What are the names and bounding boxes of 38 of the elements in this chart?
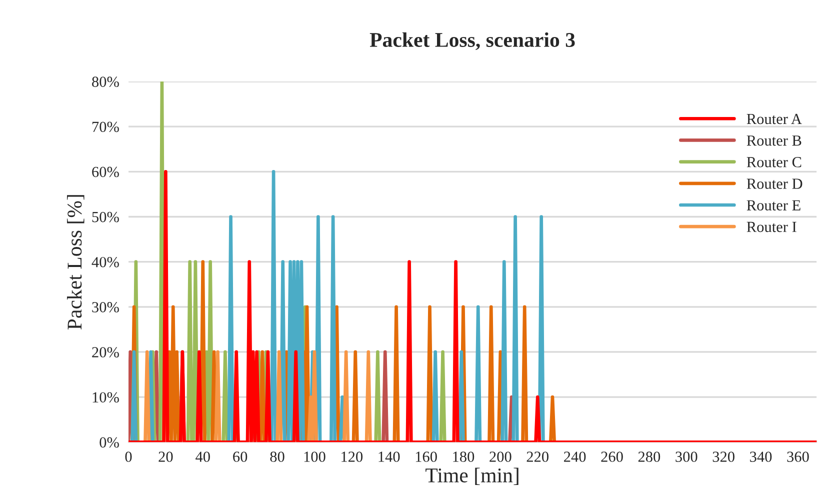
legend-label: Router A	[746, 114, 802, 124]
y-tick-label: 50%	[92, 212, 119, 222]
legend-label: Router C	[746, 157, 802, 168]
line-series	[128, 170, 817, 442]
x-axis-title: Time [min]	[426, 468, 518, 486]
x-tick-label: 280	[638, 452, 660, 462]
chart-title: Packet Loss, scenario 3	[370, 32, 575, 50]
x-tick-label: 320	[712, 452, 734, 462]
x-tick-label: 40	[196, 452, 210, 462]
legend-label: Router B	[746, 136, 802, 146]
y-axis-title: Packet Loss [%]	[67, 195, 84, 330]
x-tick-label: 20	[158, 452, 173, 462]
x-tick-label: 200	[490, 452, 512, 462]
x-tick-label: 180	[453, 452, 474, 462]
x-tick-label: 160	[416, 452, 437, 462]
x-tick-label: 220	[526, 452, 548, 462]
y-tick-label: 0%	[100, 437, 119, 448]
x-tick-label: 260	[601, 452, 623, 462]
x-tick-label: 140	[378, 452, 400, 462]
x-tick-label: 80	[270, 452, 284, 462]
y-tick-label: 60%	[92, 166, 119, 178]
legend-label: Router D	[746, 178, 802, 189]
y-tick-label: 30%	[92, 302, 119, 312]
x-tick-label: 120	[342, 452, 363, 462]
y-tick-label: 10%	[92, 392, 119, 403]
y-tick-label: 70%	[92, 122, 119, 132]
legend-label: Router I	[746, 222, 796, 232]
x-tick-label: 100	[304, 452, 326, 462]
y-tick-label: 20%	[92, 347, 119, 358]
legend-label: Router E	[746, 200, 800, 210]
x-tick-label: 340	[750, 452, 772, 462]
x-tick-label: 300	[676, 452, 698, 462]
y-tick-label: 80%	[92, 76, 119, 88]
y-tick-label: 40%	[92, 256, 119, 268]
x-tick-label: 0	[125, 452, 132, 462]
x-tick-label: 240	[564, 452, 586, 462]
x-tick-label: 360	[787, 452, 809, 462]
x-tick-label: 60	[233, 452, 248, 462]
